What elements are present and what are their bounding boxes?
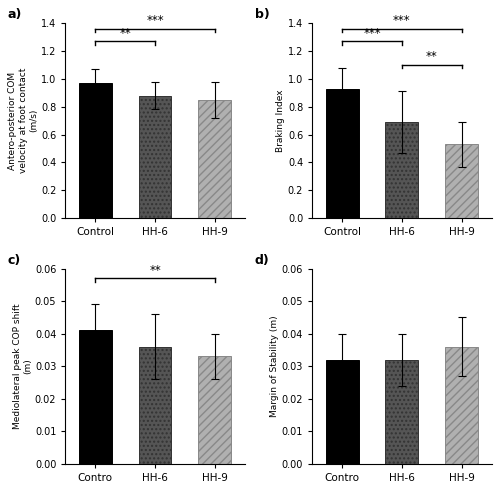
Text: d): d)	[255, 253, 270, 267]
Bar	[446, 347, 478, 464]
Bar	[138, 347, 172, 464]
Text: a): a)	[8, 8, 22, 21]
Bar	[198, 356, 232, 464]
Bar	[79, 83, 112, 218]
Text: **: **	[120, 27, 131, 40]
Text: ***: ***	[146, 14, 164, 27]
Y-axis label: Margin of Stability (m): Margin of Stability (m)	[270, 315, 279, 417]
Text: c): c)	[8, 253, 21, 267]
Bar	[326, 88, 358, 218]
Text: b): b)	[255, 8, 270, 21]
Text: **: **	[149, 264, 161, 277]
Bar	[446, 144, 478, 218]
Bar	[198, 100, 232, 218]
Text: **: **	[426, 50, 438, 63]
Y-axis label: Braking Index: Braking Index	[276, 89, 285, 152]
Bar	[138, 96, 172, 218]
Bar	[79, 330, 112, 464]
Text: ***: ***	[393, 14, 411, 27]
Bar	[326, 359, 358, 464]
Text: ***: ***	[363, 27, 381, 40]
Bar	[386, 122, 418, 218]
Bar	[386, 359, 418, 464]
Y-axis label: Mediolateral peak COP shift
(m): Mediolateral peak COP shift (m)	[12, 303, 32, 429]
Y-axis label: Antero-posterior COM
velocity at foot contact
(m/s): Antero-posterior COM velocity at foot co…	[8, 68, 38, 173]
